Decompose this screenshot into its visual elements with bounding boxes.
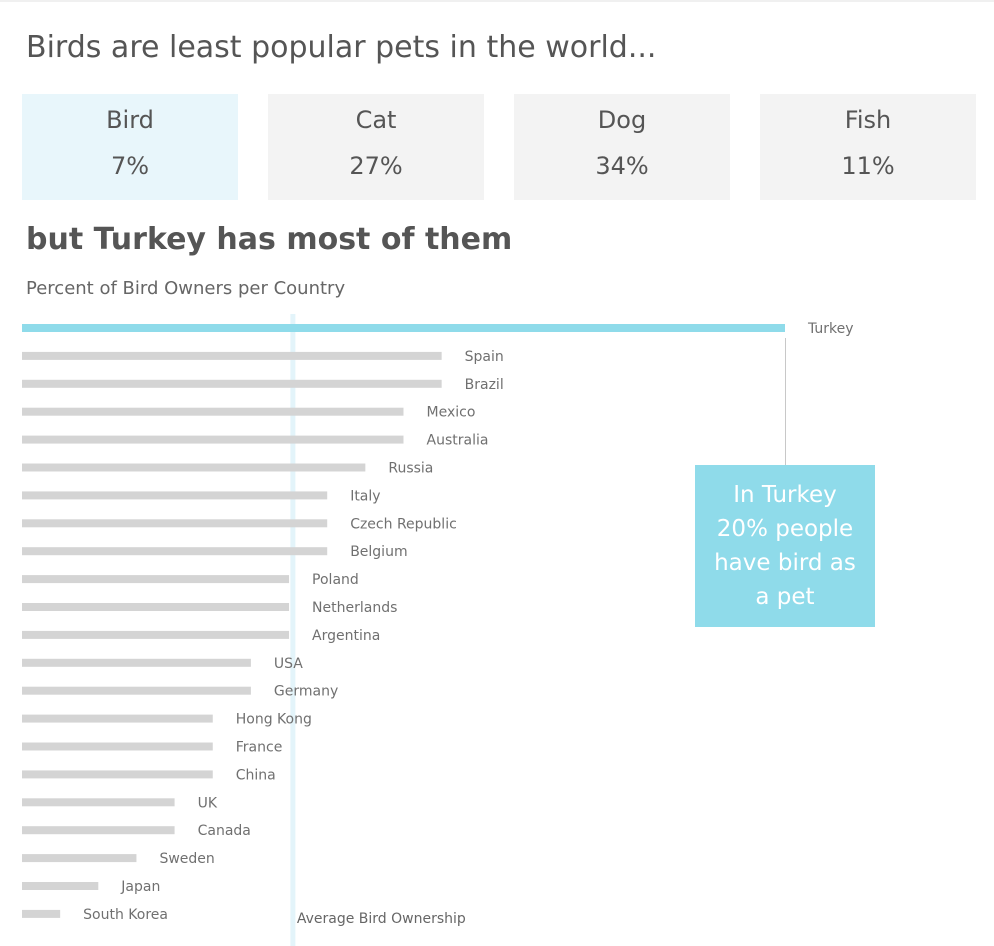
bird-owners-bar-chart: Average Bird Ownership Turkey Spain Brazil M… [22,314,854,946]
bar-label-canada: Canada [198,823,251,839]
chart-title: Percent of Bird Owners per Country [26,278,346,299]
bar-argentina [22,630,290,639]
bar-russia [22,463,366,472]
card-label: Fish [844,106,892,134]
bar-label-spain: Spain [465,349,504,365]
bar-netherlands [22,603,290,611]
card-value: 34% [595,152,649,180]
bar-uk [22,798,175,807]
bar-label-turkey: Turkey [807,321,854,337]
bar-label-china: China [236,767,276,783]
section-subtitle: but Turkey has most of them [26,222,513,257]
card-value: 11% [841,152,895,180]
bar-label-italy: Italy [350,488,380,504]
bar-label-netherlands: Netherlands [312,600,397,616]
bar-label-australia: Australia [427,433,489,449]
card-label: Cat [355,106,397,134]
bar-label-usa: USA [274,656,303,672]
bar-hong-kong [22,714,213,723]
bar-mexico [22,407,404,416]
bar-usa [22,658,251,667]
turkey-callout: In Turkey 20% people have bird as a pet [695,465,875,627]
card-value: 27% [349,152,403,180]
bar-label-russia: Russia [388,461,433,477]
card-label: Dog [597,106,647,134]
card-cat: Cat 27% [268,94,484,200]
bar-label-south-korea: South Korea [83,907,168,923]
bar-label-belgium: Belgium [350,544,407,560]
card-label: Bird [106,106,154,134]
bar-brazil [22,379,442,388]
bar-label-hong-kong: Hong Kong [236,712,312,728]
bar-south-korea [22,909,61,918]
bar-belgium [22,547,328,556]
bar-label-germany: Germany [274,684,338,700]
bar-label-japan: Japan [120,879,160,895]
bar-label-czech-republic: Czech Republic [350,516,457,532]
bar-sweden [22,854,137,863]
bar-label-uk: UK [198,795,218,811]
average-reference-line [290,314,296,946]
bar-poland [22,575,290,584]
bar-japan [22,882,99,890]
page-title: Birds are least popular pets in the worl… [26,30,657,65]
card-bird: Bird 7% [22,94,238,200]
top-border [0,0,994,2]
bar-germany [22,686,251,695]
bar-label-france: France [236,740,283,756]
bar-france [22,742,213,751]
bar-label-argentina: Argentina [312,628,380,644]
bar-australia [22,435,404,444]
bar-canada [22,826,175,835]
bar-label-sweden: Sweden [159,851,214,867]
bar-czech-republic [22,519,328,528]
bar-label-brazil: Brazil [465,377,504,393]
bar-label-mexico: Mexico [427,405,476,421]
card-dog: Dog 34% [514,94,730,200]
bar-label-poland: Poland [312,572,359,588]
bar-italy [22,491,328,500]
card-value: 7% [110,152,150,180]
bar-china [22,770,213,779]
bar-turkey [22,324,785,332]
bar-spain [22,351,442,360]
card-fish: Fish 11% [760,94,976,200]
average-reference-label: Average Bird Ownership [297,911,466,927]
